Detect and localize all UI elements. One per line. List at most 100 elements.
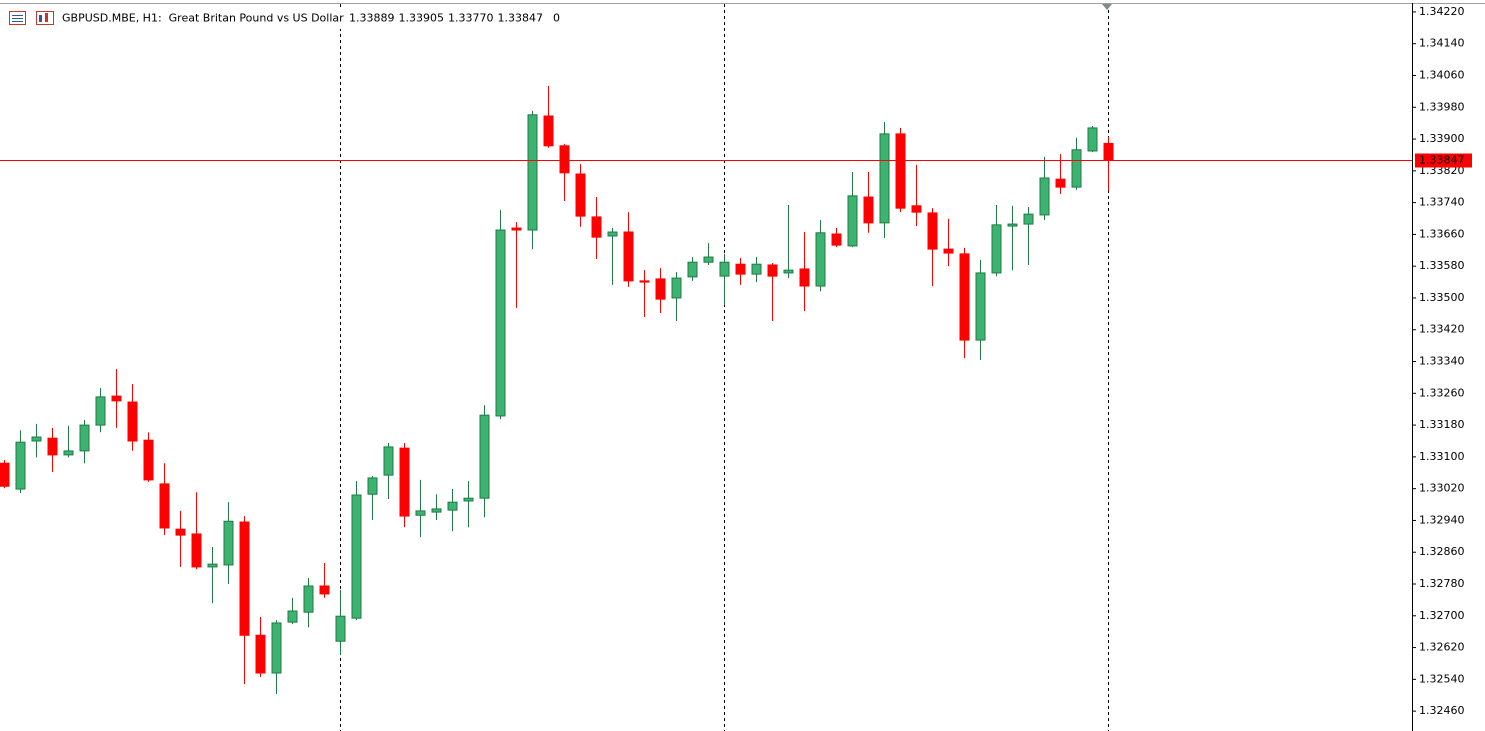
candle-body bbox=[175, 528, 186, 536]
candle-body bbox=[831, 233, 842, 246]
candle-body bbox=[991, 224, 1002, 274]
candle-body bbox=[559, 145, 570, 174]
candle-body bbox=[943, 248, 954, 254]
icon-chart bbox=[36, 11, 54, 25]
candle-body bbox=[479, 414, 490, 499]
candle-body bbox=[927, 212, 938, 250]
candle-body bbox=[543, 115, 554, 147]
candle-body bbox=[31, 436, 42, 442]
y-tick-label: 1.33340 bbox=[1419, 355, 1465, 368]
y-tick-label: 1.32700 bbox=[1419, 609, 1465, 622]
candle-body bbox=[879, 133, 890, 224]
candle-body bbox=[687, 261, 698, 278]
candle-body bbox=[191, 533, 202, 568]
y-tick-label: 1.33100 bbox=[1419, 450, 1465, 463]
candle-body bbox=[591, 216, 602, 238]
candle-body bbox=[399, 447, 410, 517]
candle-body bbox=[63, 450, 74, 456]
header-value: 1.33770 bbox=[448, 12, 494, 25]
icon-window-list bbox=[9, 11, 26, 25]
candle-body bbox=[447, 501, 458, 511]
candle-body bbox=[351, 494, 362, 619]
shift-marker bbox=[1102, 4, 1112, 10]
candle-body bbox=[1071, 149, 1082, 188]
candle-body bbox=[751, 263, 762, 275]
candle-body bbox=[223, 520, 234, 566]
candle-body bbox=[95, 396, 106, 426]
candle-body bbox=[255, 634, 266, 674]
candle-body bbox=[111, 395, 122, 402]
candle-body bbox=[463, 497, 474, 502]
candle-body bbox=[1039, 177, 1050, 216]
y-tick-label: 1.33420 bbox=[1419, 323, 1465, 336]
candle-body bbox=[367, 477, 378, 495]
candle-body bbox=[639, 280, 650, 283]
candle-body bbox=[847, 195, 858, 247]
candle-body bbox=[15, 441, 26, 490]
candle-body bbox=[767, 264, 778, 277]
last-price-tag bbox=[1415, 153, 1472, 168]
chart-title: GBPUSD.MBE, H1: Great Britan Pound vs US… bbox=[62, 12, 344, 25]
candle-body bbox=[207, 563, 218, 568]
candle-body bbox=[159, 483, 170, 529]
candle-body bbox=[607, 231, 618, 237]
y-tick-label: 1.33580 bbox=[1419, 259, 1465, 272]
candle-body bbox=[127, 401, 138, 442]
candle-body bbox=[431, 508, 442, 513]
header-value: 1.33889 bbox=[349, 12, 395, 25]
candle-body bbox=[911, 205, 922, 213]
y-tick-label: 1.33260 bbox=[1419, 386, 1465, 399]
y-tick-label: 1.34060 bbox=[1419, 68, 1465, 81]
y-tick-label: 1.34220 bbox=[1419, 5, 1465, 18]
candle-body bbox=[1087, 127, 1098, 152]
candle-body bbox=[703, 256, 714, 263]
y-tick-label: 1.33740 bbox=[1419, 196, 1465, 209]
price-axis: 1.34220 1.34140 1.34060 1.33980 1.33900 1.338… bbox=[1412, 5, 1472, 717]
candle-body bbox=[959, 253, 970, 341]
y-tick-label: 1.33900 bbox=[1419, 132, 1465, 145]
header-background bbox=[0, 7, 565, 29]
candle-body bbox=[319, 585, 330, 595]
y-tick-label: 1.32620 bbox=[1419, 641, 1465, 654]
y-tick-label: 1.33180 bbox=[1419, 418, 1465, 431]
candle-body bbox=[735, 263, 746, 275]
candle-body bbox=[655, 278, 666, 300]
candle-body bbox=[575, 173, 586, 217]
candle-body bbox=[815, 232, 826, 287]
candle-body bbox=[47, 437, 58, 456]
candle-body bbox=[783, 269, 794, 274]
candle-body bbox=[1103, 142, 1114, 161]
last-price-label: 1.33847 bbox=[1419, 154, 1465, 167]
candle-body bbox=[271, 622, 282, 674]
period-separators bbox=[340, 4, 1109, 731]
candle-body bbox=[799, 268, 810, 287]
y-tick-label: 1.32460 bbox=[1419, 704, 1465, 717]
candle-body bbox=[383, 446, 394, 476]
y-tick-label: 1.32780 bbox=[1419, 577, 1465, 590]
header: GBPUSD.MBE, H1: Great Britan Pound vs US… bbox=[0, 7, 565, 29]
header-value: 0 bbox=[553, 12, 560, 25]
candle-body bbox=[719, 261, 730, 277]
candle-body bbox=[0, 462, 10, 487]
candle-body bbox=[239, 521, 250, 636]
candle-body bbox=[511, 227, 522, 231]
candle-body bbox=[527, 114, 538, 231]
candle-body bbox=[863, 196, 874, 224]
y-tick-label: 1.33980 bbox=[1419, 100, 1465, 113]
y-tick-label: 1.33020 bbox=[1419, 482, 1465, 495]
candle-body bbox=[335, 615, 346, 642]
y-tick-label: 1.32940 bbox=[1419, 513, 1465, 526]
candle-body bbox=[1007, 223, 1018, 227]
candle-body bbox=[1023, 213, 1034, 225]
candle-body bbox=[671, 277, 682, 299]
candles bbox=[0, 85, 1412, 695]
candle-body bbox=[287, 610, 298, 623]
candle-body bbox=[79, 424, 90, 452]
y-tick-label: 1.32860 bbox=[1419, 545, 1465, 558]
candle-body bbox=[143, 439, 154, 481]
candle-body bbox=[895, 133, 906, 209]
candle-body bbox=[1055, 178, 1066, 188]
